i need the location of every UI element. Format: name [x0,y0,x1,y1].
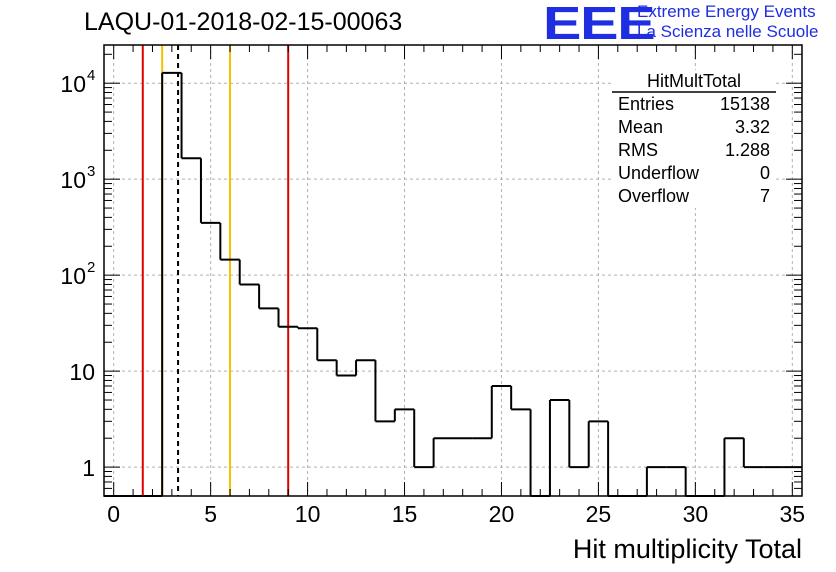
stats-value: 1.288 [725,140,770,160]
x-tick-label: 5 [204,501,217,527]
stats-background [612,70,776,208]
stats-value: 3.32 [735,117,770,137]
x-tick-label: 20 [489,501,515,527]
y-tick-label: 10 [60,263,86,289]
eee-logo-mark: EEE [543,0,656,49]
x-tick-label: 10 [295,501,321,527]
y-tick-label: 10 [60,71,86,97]
x-axis-label: Hit multiplicity Total [572,534,802,564]
chart-title: LAQU-01-2018-02-15-00063 [84,8,403,36]
stats-value: 7 [760,186,770,206]
y-tick-label: 1 [82,455,95,481]
y-tick-exponent: 2 [87,259,95,276]
stats-label: Underflow [618,163,700,183]
x-tick-label: 0 [107,501,120,527]
x-tick-label: 35 [780,501,806,527]
stats-box: HitMultTotal Entries 15138 Mean 3.32 RMS 1.288… [612,70,776,208]
x-tick-label: 15 [392,501,418,527]
vertical-marker-lines [141,45,290,496]
y-tick-label: 10 [69,359,95,385]
stats-label: RMS [618,140,658,160]
y-tick-label: 10 [60,167,86,193]
stats-label: Overflow [618,186,690,206]
stats-label: Mean [618,117,663,137]
logo-text-line2: La Scienza nelle Scuole [637,22,819,41]
stats-label: Entries [618,94,674,114]
grid [104,45,802,496]
x-tick-label: 30 [683,501,709,527]
plot-frame [103,44,803,497]
stats-title: HitMultTotal [647,71,741,91]
y-tick-exponent: 4 [87,67,95,84]
logo-text-line1: Extreme Energy Events [637,2,816,21]
stats-value: 15138 [720,94,770,114]
y-tick-exponent: 3 [87,163,95,180]
x-tick-label: 25 [586,501,612,527]
stats-value: 0 [760,163,770,183]
